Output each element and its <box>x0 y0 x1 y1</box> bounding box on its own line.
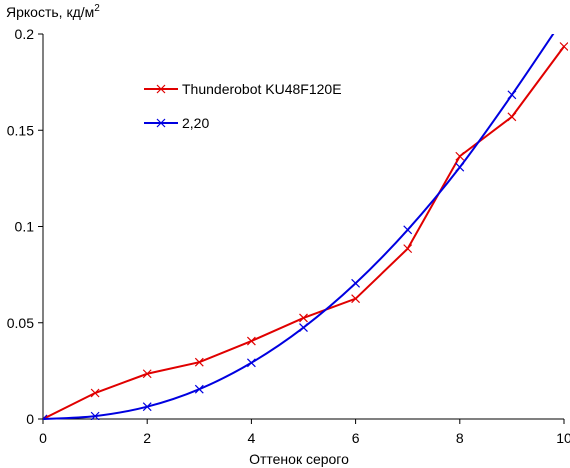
data-point-thunderobot <box>351 294 361 304</box>
x-tick-label: 4 <box>248 430 256 446</box>
data-point-thunderobot <box>194 357 204 367</box>
data-point-thunderobot <box>559 42 568 51</box>
data-point-gamma <box>403 225 413 235</box>
data-point-thunderobot <box>142 369 152 379</box>
data-point-gamma <box>43 414 48 420</box>
data-point-gamma <box>351 278 361 288</box>
legend-label-thunderobot: Thunderobot KU48F120E <box>182 81 342 97</box>
y-axis-label: Яркость, кд/м2 <box>6 3 100 20</box>
data-point-thunderobot <box>299 313 308 323</box>
series-layer <box>43 14 568 420</box>
y-axis-ticks: 0 0.05 0.1 0.15 0.2 <box>7 26 43 427</box>
data-point-gamma <box>246 358 256 368</box>
series-line-gamma <box>43 34 555 420</box>
legend-marker-cross <box>156 118 166 128</box>
data-point-gamma <box>507 90 517 100</box>
y-tick-label: 0.05 <box>7 315 34 331</box>
x-tick-label: 0 <box>39 430 47 446</box>
legend-label-gamma: 2,20 <box>182 115 209 131</box>
data-point-gamma <box>90 411 100 420</box>
y-tick-label: 0.1 <box>15 219 35 235</box>
series-line-thunderobot <box>43 45 565 420</box>
data-point-thunderobot <box>246 336 256 346</box>
x-tick-label: 6 <box>352 430 360 446</box>
data-point-thunderobot <box>455 151 465 161</box>
legend-marker-thunderobot <box>156 84 166 94</box>
data-point-thunderobot <box>507 112 517 122</box>
data-point-gamma <box>299 323 308 332</box>
y-tick-label: 0.2 <box>15 26 35 42</box>
legend-marker-gamma <box>156 118 166 128</box>
x-tick-label: 8 <box>456 430 464 446</box>
data-point-gamma <box>560 14 568 22</box>
x-axis-ticks: 0 2 4 6 8 10 <box>39 419 570 446</box>
y-tick-label: 0 <box>26 411 34 427</box>
data-point-thunderobot <box>403 244 413 254</box>
x-tick-label: 2 <box>143 430 151 446</box>
x-tick-label: 10 <box>556 430 570 446</box>
legend: Thunderobot KU48F120E 2,20 <box>144 81 342 131</box>
data-point-gamma <box>142 402 152 412</box>
data-point-gamma <box>455 162 465 172</box>
y-tick-label: 0.15 <box>7 122 34 138</box>
x-axis-label: Оттенок серого <box>249 451 349 467</box>
data-point-gamma <box>194 384 204 394</box>
data-point-thunderobot <box>90 388 100 398</box>
legend-marker-cross <box>156 84 166 94</box>
